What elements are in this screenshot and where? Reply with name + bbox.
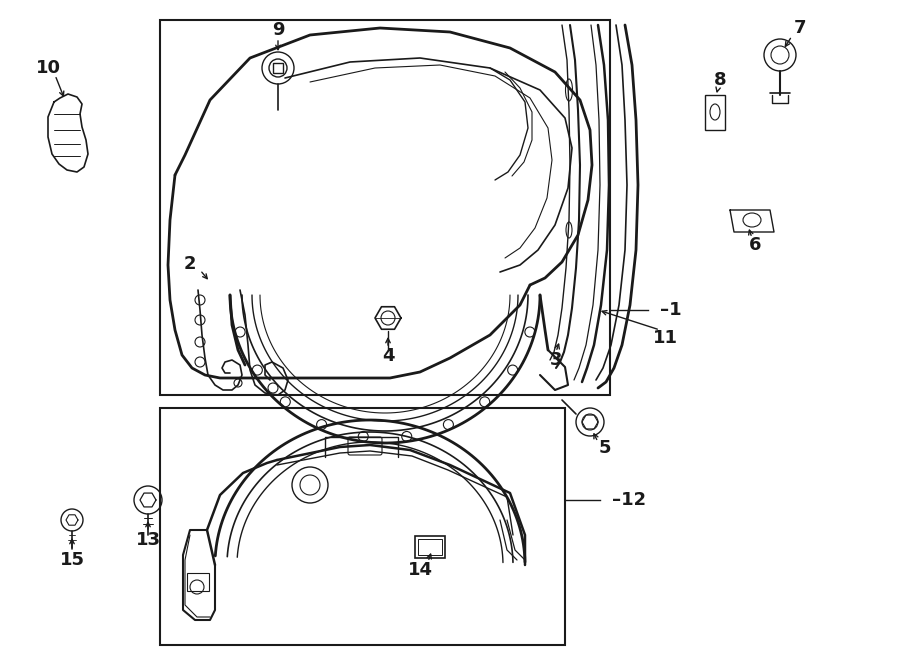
Bar	[187, 573, 209, 591]
Text: 5: 5	[598, 439, 611, 457]
Text: –12: –12	[612, 491, 646, 509]
Bar	[273, 63, 283, 73]
Bar	[418, 539, 442, 555]
Text: 10: 10	[35, 59, 60, 77]
Bar	[160, 20, 610, 395]
Text: 11: 11	[652, 329, 678, 347]
Text: 8: 8	[714, 71, 726, 89]
Text: 9: 9	[272, 21, 284, 39]
Text: 6: 6	[749, 236, 761, 254]
Bar	[160, 408, 565, 645]
Text: 13: 13	[136, 531, 160, 549]
Bar	[415, 536, 445, 558]
Text: 14: 14	[408, 561, 433, 579]
Text: 2: 2	[184, 255, 196, 273]
Text: 3: 3	[550, 351, 562, 369]
Bar	[705, 95, 725, 130]
Text: 4: 4	[382, 347, 394, 365]
Text: 7: 7	[794, 19, 806, 37]
Text: –1: –1	[660, 301, 681, 319]
Text: 15: 15	[59, 551, 85, 569]
